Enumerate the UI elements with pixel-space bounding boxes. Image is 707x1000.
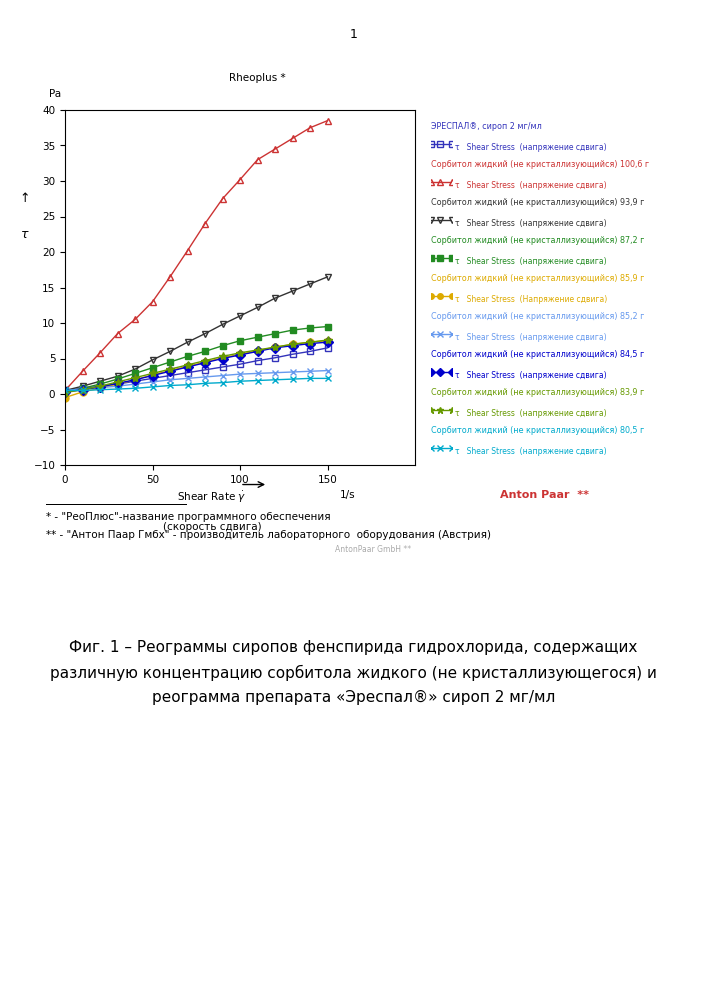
- Text: τ   Shear Stress  (напряжение сдвига): τ Shear Stress (напряжение сдвига): [455, 219, 607, 228]
- Text: 1: 1: [349, 28, 358, 41]
- Text: реограмма препарата «Эреспал®» сироп 2 мг/мл: реограмма препарата «Эреспал®» сироп 2 м…: [152, 690, 555, 705]
- Text: Rheoplus *: Rheoplus *: [229, 73, 286, 83]
- Text: Сорбитол жидкий (не кристаллизующийся) 84,5 г: Сорбитол жидкий (не кристаллизующийся) 8…: [431, 350, 645, 359]
- Text: Сорбитол жидкий (не кристаллизующийся) 85,2 г: Сорбитол жидкий (не кристаллизующийся) 8…: [431, 312, 645, 321]
- Text: Anton Paar  **: Anton Paar **: [500, 490, 589, 500]
- Text: τ   Shear Stress  (напряжение сдвига): τ Shear Stress (напряжение сдвига): [455, 257, 607, 266]
- Text: τ   Shear Stress  (напряжение сдвига): τ Shear Stress (напряжение сдвига): [455, 447, 607, 456]
- Text: Pa: Pa: [49, 89, 62, 99]
- Text: τ   Shear Stress  (Напряжение сдвига): τ Shear Stress (Напряжение сдвига): [455, 295, 607, 304]
- Text: τ   Shear Stress  (напряжение сдвига): τ Shear Stress (напряжение сдвига): [455, 333, 607, 342]
- Text: τ   Shear Stress  (напряжение сдвига): τ Shear Stress (напряжение сдвига): [455, 181, 607, 190]
- Text: Сорбитол жидкий (не кристаллизующийся) 83,9 г: Сорбитол жидкий (не кристаллизующийся) 8…: [431, 388, 645, 397]
- Text: (скорость сдвига): (скорость сдвига): [163, 522, 262, 532]
- Text: 1/s: 1/s: [340, 490, 356, 500]
- Text: Сорбитол жидкий (не кристаллизующийся) 87,2 г: Сорбитол жидкий (не кристаллизующийся) 8…: [431, 236, 645, 245]
- Text: Сорбитол жидкий (не кристаллизующийся) 85,9 г: Сорбитол жидкий (не кристаллизующийся) 8…: [431, 274, 645, 283]
- Text: Сорбитол жидкий (не кристаллизующийся) 100,6 г: Сорбитол жидкий (не кристаллизующийся) 1…: [431, 160, 650, 169]
- Text: ЭРЕСПАЛ®, сироп 2 мг/мл: ЭРЕСПАЛ®, сироп 2 мг/мл: [431, 122, 542, 131]
- Text: Сорбитол жидкий (не кристаллизующийся) 80,5 г: Сорбитол жидкий (не кристаллизующийся) 8…: [431, 426, 645, 435]
- Text: * - "РеоПлюс"-название программного обеспечения: * - "РеоПлюс"-название программного обес…: [46, 512, 331, 522]
- Text: Сорбитол жидкий (не кристаллизующийся) 93,9 г: Сорбитол жидкий (не кристаллизующийся) 9…: [431, 198, 645, 207]
- Text: τ: τ: [21, 228, 28, 241]
- Text: Фиг. 1 – Реограммы сиропов фенспирида гидрохлорида, содержащих: Фиг. 1 – Реограммы сиропов фенспирида ги…: [69, 640, 638, 655]
- Text: τ   Shear Stress  (напряжение сдвига): τ Shear Stress (напряжение сдвига): [455, 371, 607, 380]
- Text: Shear Rate $\dot{\gamma}$: Shear Rate $\dot{\gamma}$: [177, 490, 247, 505]
- Text: различную концентрацию сорбитола жидкого (не кристаллизующегося) и: различную концентрацию сорбитола жидкого…: [50, 665, 657, 681]
- Text: ** - "Антон Паар Гмбх" - производитель лабораторного  оборудования (Австрия): ** - "Антон Паар Гмбх" - производитель л…: [46, 530, 491, 540]
- Text: τ   Shear Stress  (напряжение сдвига): τ Shear Stress (напряжение сдвига): [455, 143, 607, 152]
- Text: AntonPaar GmbH **: AntonPaar GmbH **: [335, 545, 411, 554]
- Text: ↑: ↑: [20, 192, 30, 205]
- Text: τ   Shear Stress  (напряжение сдвига): τ Shear Stress (напряжение сдвига): [455, 409, 607, 418]
